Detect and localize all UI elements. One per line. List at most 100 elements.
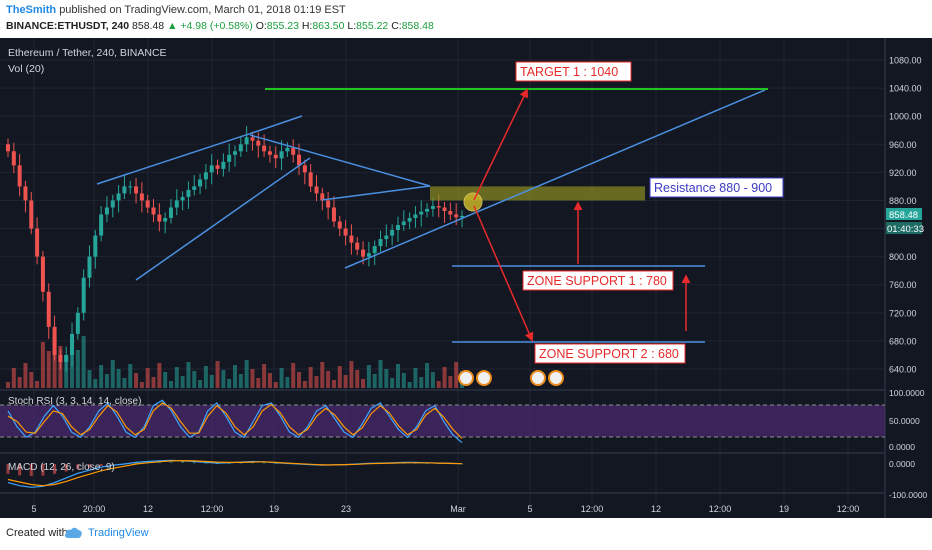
- candle-body: [302, 165, 307, 173]
- open-label: O:: [255, 20, 267, 32]
- wedge-upper: [321, 185, 431, 201]
- volume-bar: [11, 368, 16, 388]
- candle-body: [104, 207, 109, 215]
- candle-body: [267, 151, 272, 155]
- close-value: 858.48: [401, 20, 434, 32]
- candle-body: [128, 186, 133, 188]
- price-tick-label: 1040.00: [889, 84, 922, 94]
- macd-tick-label: 0.0000: [889, 459, 915, 469]
- candle-body: [46, 291, 51, 327]
- volume-bar: [238, 374, 243, 388]
- volume-bar: [17, 377, 22, 388]
- candle-body: [448, 210, 453, 215]
- price-tick-label: 880.00: [889, 196, 917, 206]
- low-label: L:: [347, 20, 357, 32]
- header: TheSmith published on TradingView.com, M…: [0, 0, 932, 38]
- event-flag-icon[interactable]: [476, 370, 492, 386]
- volume-bar: [279, 368, 284, 388]
- volume-bar: [116, 369, 121, 388]
- candle-body: [99, 214, 104, 236]
- breakout-circle: [463, 192, 483, 212]
- channel-lower-1: [135, 157, 311, 281]
- volume-bar: [186, 362, 191, 388]
- candle-body: [40, 256, 45, 292]
- candle-body: [209, 165, 214, 173]
- time-tick-label: 12: [143, 504, 153, 514]
- volume-bar: [93, 379, 98, 388]
- last-price-tag-text: 858.48: [889, 210, 918, 221]
- price-axis[interactable]: 1080.00 1040.00 1000.00 960.00 920.00 880.00 8…: [889, 56, 922, 375]
- volume-bar: [46, 351, 51, 388]
- time-tick-label: 23: [341, 504, 351, 514]
- price-tick-label: 1080.00: [889, 56, 922, 66]
- candle-body: [180, 196, 185, 201]
- last-price-tag: [886, 208, 922, 220]
- time-axis[interactable]: 5 20:00 12 12:00 19 23 Mar 5 12:00 12 12:00 19 12:00: [31, 504, 859, 514]
- volume-bar: [209, 375, 214, 388]
- high-value: 863.50: [312, 20, 345, 32]
- time-tick-label: 12:00: [837, 504, 860, 514]
- arrow-down-support: [473, 205, 534, 342]
- candle-body: [64, 354, 69, 362]
- candle-body: [436, 206, 441, 208]
- time-tick-label: 12:00: [201, 504, 224, 514]
- candle-body: [460, 215, 464, 218]
- countdown-tag-text: 01:40:33: [887, 224, 924, 235]
- candle-body: [244, 137, 249, 145]
- volume-bar: [244, 360, 249, 388]
- volume-bar: [302, 381, 307, 388]
- event-flag-icon[interactable]: [458, 370, 474, 386]
- candle-body: [75, 312, 80, 334]
- volume-bar: [337, 366, 342, 388]
- candle-body: [337, 221, 342, 229]
- volume-bar: [6, 382, 10, 388]
- candle-body: [151, 207, 156, 215]
- macd-hist-bar: [87, 464, 91, 468]
- footer: Created with TradingView: [0, 518, 932, 550]
- candle-body: [87, 256, 92, 278]
- candle-body: [279, 151, 284, 159]
- resistance-label: Resistance 880 - 900: [654, 181, 772, 195]
- macd-tick-label: -100.0000: [889, 490, 928, 500]
- volume-bar: [425, 363, 430, 388]
- trendlines: [96, 89, 766, 343]
- time-tick-label: 5: [31, 504, 36, 514]
- volume-bar: [285, 377, 290, 388]
- event-flags[interactable]: [458, 370, 564, 386]
- tradingview-brand-link[interactable]: TradingView: [88, 527, 149, 539]
- candle-body: [366, 253, 371, 257]
- macd-hist-bar: [64, 464, 68, 472]
- chart-area[interactable]: TARGET 1 : 1040 Resistance 880 - 900 ZON…: [0, 38, 932, 518]
- volume-bar: [401, 373, 406, 388]
- arrows: [473, 88, 691, 342]
- volume-bar: [110, 360, 115, 388]
- event-flag-icon[interactable]: [530, 370, 546, 386]
- macd-hist-bar: [460, 463, 464, 465]
- candle-body: [454, 214, 459, 218]
- candle-body: [23, 186, 28, 201]
- candle-body: [430, 206, 435, 209]
- stoch-d-line: [7, 402, 463, 439]
- macd-lines: [6, 459, 464, 488]
- macd-hist-bar: [76, 464, 80, 470]
- volume-bar: [297, 372, 302, 388]
- candle-body: [17, 165, 22, 187]
- countdown-tag: [886, 222, 922, 234]
- candle-body: [157, 214, 162, 222]
- candle-body: [390, 229, 395, 236]
- macd-hist-bar: [111, 464, 115, 466]
- candle-body: [192, 186, 197, 190]
- candle-body: [110, 200, 115, 208]
- stoch-tick-label: 100.0000: [889, 388, 925, 398]
- chart-svg[interactable]: TARGET 1 : 1040 Resistance 880 - 900 ZON…: [0, 38, 932, 518]
- support2-label-box: ZONE SUPPORT 2 : 680: [534, 343, 686, 364]
- volume-bar: [413, 368, 418, 388]
- volume-bar: [384, 369, 389, 388]
- author-link[interactable]: TheSmith: [6, 4, 57, 16]
- time-tick-label: 12:00: [581, 504, 604, 514]
- candle-body: [116, 193, 121, 201]
- arrow-up-target: [473, 88, 528, 201]
- volume-bar: [180, 376, 185, 388]
- event-flag-icon[interactable]: [548, 370, 564, 386]
- support1-label: ZONE SUPPORT 1 : 780: [527, 274, 667, 288]
